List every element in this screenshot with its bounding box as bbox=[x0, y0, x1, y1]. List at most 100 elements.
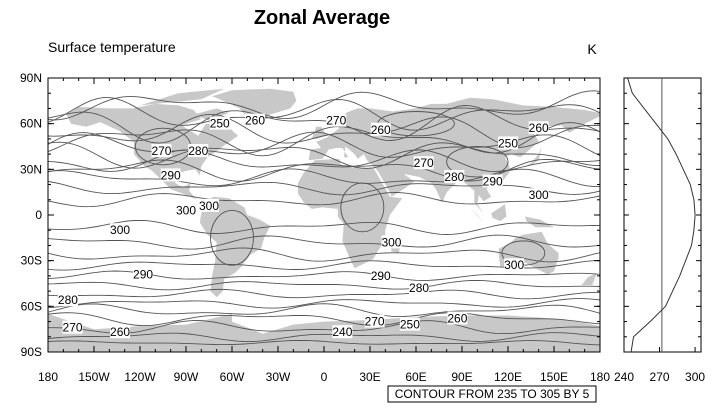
contour-label-bg bbox=[444, 169, 465, 183]
contour-label: 260 bbox=[447, 312, 467, 326]
contour-label: 270 bbox=[63, 321, 83, 335]
zonal-x-tick-label: 240 bbox=[614, 370, 634, 384]
contour-label: 250 bbox=[210, 117, 230, 131]
contour-info-label: CONTOUR FROM 235 TO 305 BY 5 bbox=[387, 385, 597, 403]
contour-label: 260 bbox=[371, 123, 391, 137]
contour-line bbox=[48, 270, 600, 281]
contour-label-bg bbox=[413, 156, 434, 170]
contour-label: 270 bbox=[365, 315, 385, 329]
contour-line bbox=[210, 209, 254, 266]
y-tick-label: 60N bbox=[20, 117, 42, 131]
contour-label: 270 bbox=[151, 144, 171, 158]
contour-label-bg bbox=[332, 325, 353, 339]
contour-label-bg bbox=[528, 188, 549, 202]
chart-title: Zonal Average bbox=[254, 7, 390, 29]
map-panel: 250 260 270 260 250 260 270 280 270 280 290 300 290 3… bbox=[20, 71, 610, 384]
contour-line bbox=[48, 158, 600, 182]
contour-label: 300 bbox=[504, 258, 524, 272]
zonal-x-tick-label: 270 bbox=[650, 370, 670, 384]
contour-label: 290 bbox=[161, 168, 181, 182]
contour-label-bg bbox=[110, 223, 131, 237]
contour-label: 280 bbox=[58, 293, 78, 307]
contour-label-bg bbox=[381, 235, 402, 249]
contour-label-bg bbox=[399, 317, 420, 331]
x-tick-label: 60W bbox=[220, 370, 245, 384]
contour-label: 270 bbox=[326, 114, 346, 128]
land-area bbox=[140, 88, 225, 106]
contour-label-bg bbox=[133, 267, 154, 281]
x-tick-label: 150E bbox=[540, 370, 568, 384]
contour-line bbox=[48, 141, 600, 169]
contour-label-bg bbox=[364, 314, 385, 328]
contour-label-bg bbox=[245, 113, 265, 127]
x-tick-label: 30E bbox=[359, 370, 380, 384]
contour-label: 260 bbox=[529, 121, 549, 135]
zonal-y-ticks bbox=[624, 77, 701, 353]
x-tick-label: 120W bbox=[124, 370, 156, 384]
contour-label: 300 bbox=[176, 203, 196, 217]
contour-line bbox=[48, 312, 600, 327]
contour-label: 280 bbox=[188, 144, 208, 158]
zonal-average-line bbox=[627, 77, 696, 353]
contour-info-text: CONTOUR FROM 235 TO 305 BY 5 bbox=[395, 387, 590, 401]
land-area bbox=[212, 88, 297, 124]
contour-label-bg bbox=[62, 320, 83, 334]
x-tick-label: 150W bbox=[78, 370, 110, 384]
x-tick-label: 90W bbox=[174, 370, 199, 384]
x-tick-label: 120E bbox=[494, 370, 522, 384]
contour-label: 300 bbox=[381, 235, 401, 249]
y-tick-label: 90N bbox=[20, 71, 42, 85]
contour-label-bg bbox=[188, 144, 209, 158]
contour-label-bg bbox=[199, 198, 219, 212]
contour-line bbox=[48, 90, 600, 121]
contour-label-bg bbox=[370, 122, 391, 136]
contour-label: 300 bbox=[529, 188, 549, 202]
x-tick-label: 180 bbox=[590, 370, 610, 384]
contour-label-bg bbox=[504, 258, 525, 272]
contour-line bbox=[48, 247, 600, 263]
contour-label: 250 bbox=[400, 318, 420, 332]
contour-label-bg bbox=[209, 116, 230, 130]
zonal-x-ticks: 240 270 300 bbox=[614, 347, 705, 384]
contour-label: 270 bbox=[414, 156, 434, 170]
contour-line bbox=[48, 97, 600, 131]
contour-line bbox=[48, 339, 600, 346]
x-tick-label: 180 bbox=[38, 370, 58, 384]
contour-label-bg bbox=[176, 203, 196, 217]
contour-label-bg bbox=[110, 325, 131, 339]
y-tick-label: 30S bbox=[21, 254, 42, 268]
y-tick-label: 90S bbox=[21, 345, 42, 359]
contour-line bbox=[48, 192, 600, 208]
contour-label-layer: 250 260 270 260 250 260 270 280 270 280 290 300 290 3… bbox=[58, 113, 549, 339]
contour-label-bg bbox=[482, 174, 503, 188]
contour-label-bg bbox=[409, 281, 430, 295]
contour-label-bg bbox=[528, 121, 549, 135]
land-area bbox=[524, 216, 554, 228]
contour-label: 250 bbox=[498, 136, 518, 150]
zonal-x-tick-label: 300 bbox=[685, 370, 705, 384]
contour-line bbox=[48, 279, 600, 291]
contour-label: 290 bbox=[133, 267, 153, 281]
land-area bbox=[297, 158, 403, 269]
zonal-frame bbox=[623, 77, 702, 353]
land-area bbox=[523, 146, 542, 168]
contour-label: 290 bbox=[371, 269, 391, 283]
contour-label: 280 bbox=[444, 170, 464, 184]
contour-label: 300 bbox=[110, 223, 130, 237]
chart-subtitle: Surface temperature bbox=[48, 39, 176, 55]
contour-label-bg bbox=[447, 311, 468, 325]
land-area bbox=[491, 204, 507, 222]
zonal-panel: 240 270 300 bbox=[614, 77, 705, 384]
contour-line bbox=[48, 288, 600, 300]
contour-line bbox=[48, 298, 600, 309]
contour-line bbox=[48, 181, 600, 196]
contour-line bbox=[340, 182, 385, 233]
y-tick-label: 0 bbox=[35, 208, 42, 222]
contour-label: 260 bbox=[110, 325, 130, 339]
contour-line bbox=[48, 303, 600, 318]
contour-line bbox=[446, 146, 509, 178]
contour-label: 240 bbox=[332, 325, 352, 339]
contour-line bbox=[48, 105, 600, 144]
units-label: K bbox=[587, 41, 597, 57]
contour-label: 260 bbox=[245, 114, 265, 128]
